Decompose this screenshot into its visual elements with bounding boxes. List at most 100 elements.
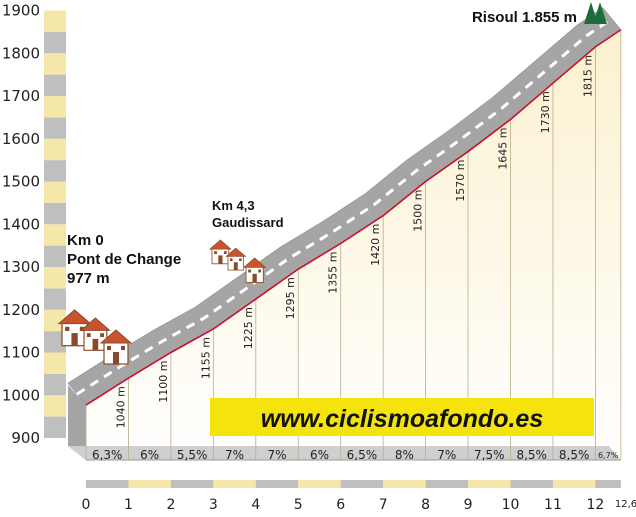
- y-axis-bar-segment: [44, 224, 66, 246]
- y-axis-bar-segment: [44, 96, 66, 118]
- gradient-label: 6,5%: [347, 448, 378, 462]
- house-icon: [225, 247, 247, 271]
- gradient-label: 5,5%: [177, 448, 208, 462]
- y-axis-bar-segment: [44, 31, 66, 54]
- start-annotation: Pont de Change: [67, 251, 181, 268]
- house-door: [71, 333, 78, 346]
- gradient-label: 6%: [310, 448, 329, 462]
- y-tick-label: 1700: [2, 87, 40, 105]
- website-label: www.ciclismoafondo.es: [261, 405, 544, 433]
- x-axis-bar-segment: [383, 480, 426, 488]
- house-window: [239, 258, 242, 261]
- x-tick-label: 12: [586, 497, 604, 513]
- house-roof: [208, 239, 232, 250]
- house-roof: [242, 257, 267, 268]
- x-axis-bar-segment: [468, 480, 511, 488]
- midpoint-annotation: Km 4,3: [212, 198, 255, 213]
- x-axis-bar-segment: [86, 480, 129, 488]
- x-tick-label: 0: [82, 497, 91, 513]
- house-window: [65, 326, 70, 331]
- house-window: [121, 346, 125, 350]
- gradient-label: 7%: [225, 448, 244, 462]
- start-annotation: 977 m: [67, 270, 110, 287]
- road-center-dash: [76, 17, 613, 396]
- house-window: [223, 251, 227, 254]
- altitude-label: 1570 m: [454, 160, 467, 202]
- y-tick-label: 1000: [2, 386, 40, 404]
- y-axis-bar-segment: [44, 331, 66, 353]
- y-tick-label: 1400: [2, 215, 40, 233]
- y-axis-bar-segment: [44, 117, 66, 139]
- icons: [57, 2, 607, 365]
- house-window: [107, 346, 111, 350]
- profile-line: [85, 29, 622, 406]
- gradient-label: 8%: [395, 448, 414, 462]
- house-window: [214, 251, 217, 254]
- house-door: [218, 255, 223, 264]
- gradient-label: 8,5%: [559, 448, 590, 462]
- x-tick-label: 3: [209, 497, 218, 513]
- y-axis-bar-segment: [44, 10, 66, 32]
- left-side-wall: [68, 385, 86, 460]
- y-axis-bar-segment: [44, 309, 66, 332]
- y-tick-label: 900: [11, 429, 40, 447]
- x-tick-label: 2: [166, 497, 175, 513]
- house-door: [233, 262, 238, 271]
- x-tick-label: 11: [544, 497, 562, 513]
- x-axis-bar-segment: [213, 480, 256, 488]
- y-axis-bar-segment: [44, 395, 66, 417]
- summit-annotation: Risoul 1.855 m: [472, 9, 577, 26]
- altitude-label: 1730 m: [539, 91, 552, 133]
- altitude-label: 1420 m: [369, 224, 382, 266]
- x-axis-bar-segment: [510, 480, 553, 488]
- data-labels: 1040 m 1100 m 1155 m 1225 m 1295 m 1355 m 1420…: [114, 55, 594, 436]
- tree-crown: [593, 2, 607, 24]
- tree-crown: [584, 2, 598, 24]
- altitude-label: 1645 m: [497, 128, 510, 170]
- house-roof: [79, 317, 111, 331]
- x-axis-bar-segment: [170, 480, 214, 488]
- house-window: [248, 269, 252, 273]
- altitude-label: 1295 m: [284, 277, 297, 319]
- y-tick-label: 1500: [2, 173, 40, 191]
- y-tick-label: 1300: [2, 258, 40, 276]
- y-tick-label: 1100: [2, 344, 40, 362]
- x-tick-label: 4: [251, 497, 260, 513]
- altitude-label: 1100 m: [157, 361, 170, 403]
- gradient-label: 6,7%: [598, 451, 619, 460]
- x-tick-label: 12,6: [615, 499, 636, 510]
- y-tick-label: 1800: [2, 44, 40, 62]
- road-band: [67, 7, 622, 406]
- tree-icon: [584, 2, 598, 24]
- house-door: [92, 338, 99, 351]
- y-axis-bar-segment: [44, 416, 66, 438]
- x-axis-bar-segment: [425, 480, 469, 488]
- house-door: [252, 273, 257, 283]
- gradient-label: 7%: [437, 448, 456, 462]
- y-tick-label: 1600: [2, 130, 40, 148]
- altitude-label: 1225 m: [242, 307, 255, 349]
- x-tick-label: 8: [421, 497, 430, 513]
- altitude-label: 1355 m: [327, 251, 340, 293]
- tree-icon: [593, 2, 607, 24]
- x-tick-label: 10: [502, 497, 520, 513]
- gradient-label: 6,3%: [92, 448, 123, 462]
- x-tick-label: 5: [294, 497, 303, 513]
- y-axis-bar-segment: [44, 53, 66, 75]
- house-roof: [57, 309, 92, 325]
- gradient-label: 7%: [268, 448, 287, 462]
- website-banner: [210, 398, 594, 436]
- y-axis-bar-segment: [44, 352, 66, 374]
- altitude-label: 1815 m: [581, 55, 594, 97]
- x-tick-label: 1: [124, 497, 133, 513]
- house-window: [258, 269, 262, 273]
- x-axis-bar-segment: [552, 480, 596, 488]
- x-axis-bar-segment: [298, 480, 341, 488]
- house-window: [229, 258, 233, 261]
- y-axis-bar-segment: [44, 373, 66, 396]
- y-axis-bar-segment: [44, 267, 66, 289]
- house-window: [100, 333, 104, 337]
- house-roof: [99, 329, 133, 344]
